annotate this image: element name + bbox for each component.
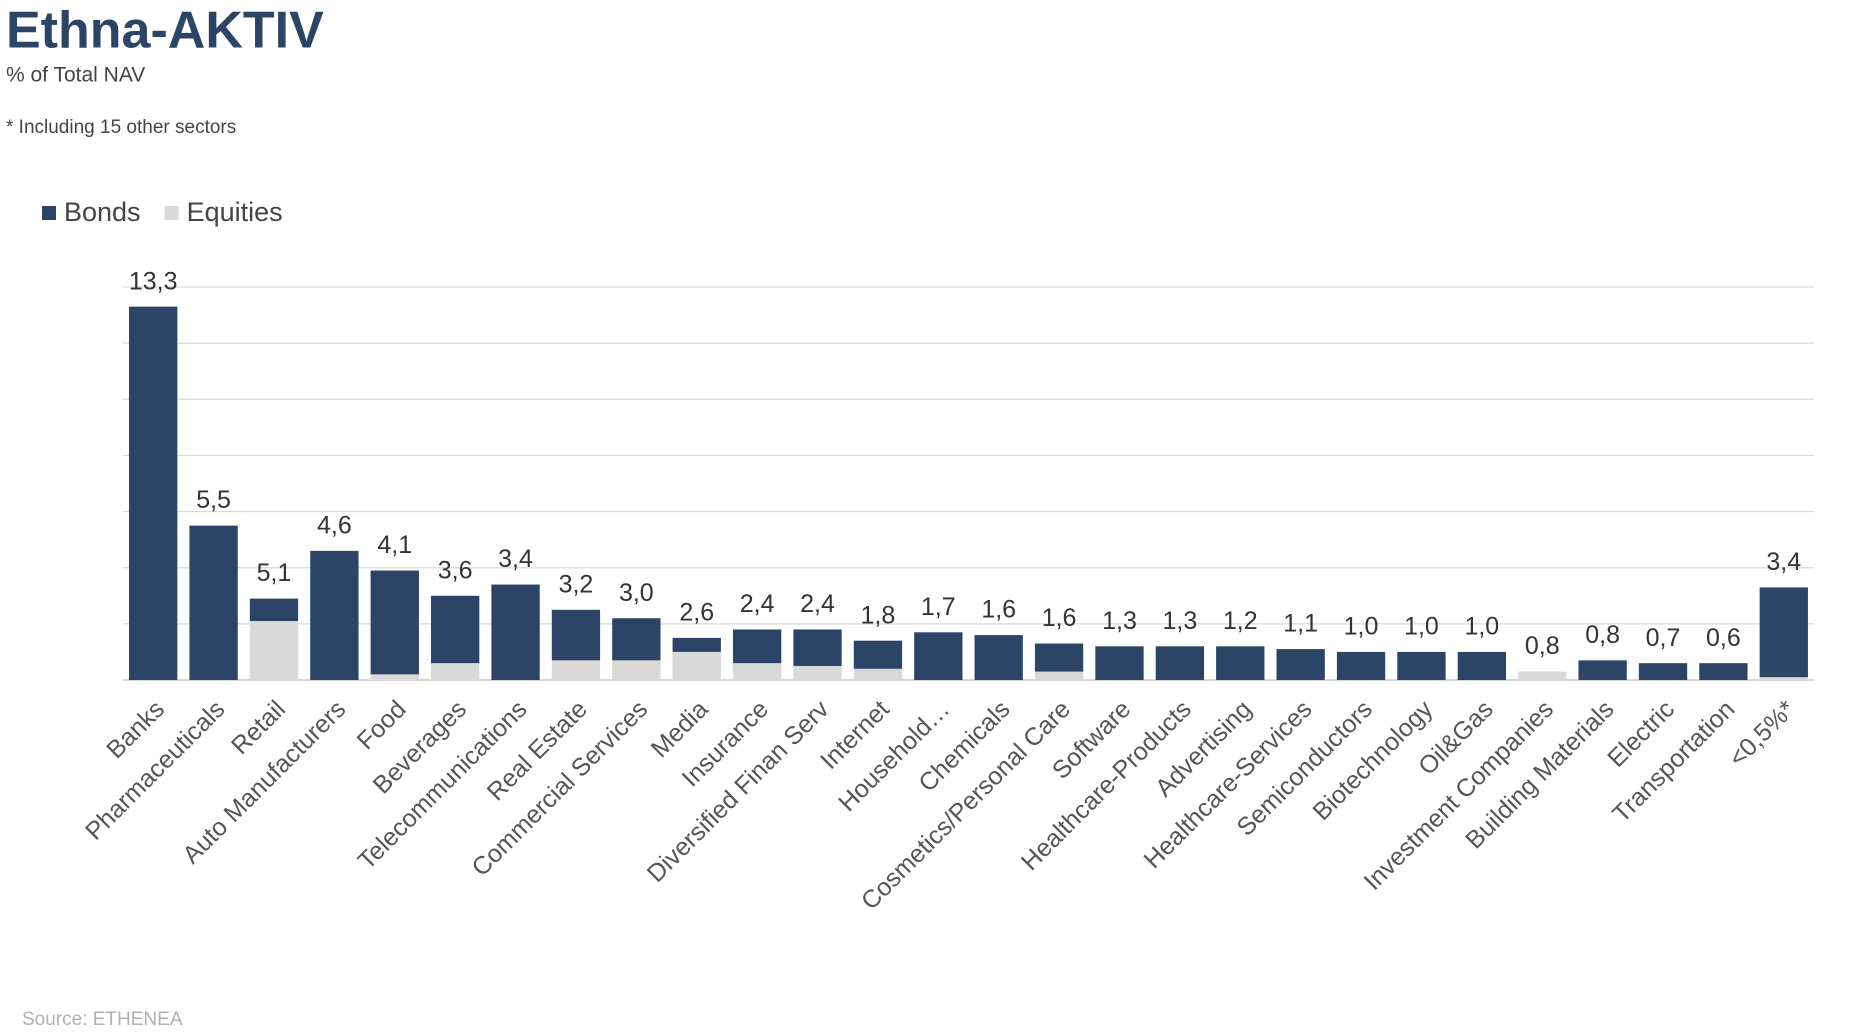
bar-segment xyxy=(1034,643,1084,672)
data-label: 2,4 xyxy=(740,590,775,618)
bar-segment xyxy=(914,632,963,680)
data-label: 3,0 xyxy=(619,579,654,607)
bar-segment xyxy=(1397,651,1446,680)
bar-segment xyxy=(853,668,903,680)
bar-segment xyxy=(1518,671,1567,680)
legend-label: Equities xyxy=(187,197,283,227)
bar-segment xyxy=(1034,671,1084,680)
data-label: 0,7 xyxy=(1646,624,1681,652)
bar-segment xyxy=(370,674,419,680)
data-label: 1,0 xyxy=(1404,613,1439,641)
bar-segment xyxy=(249,621,299,680)
data-label: 2,4 xyxy=(800,590,835,618)
bar-segment xyxy=(1276,649,1325,680)
bar-segment xyxy=(491,584,540,680)
bar-segment xyxy=(672,637,721,652)
bar-segment xyxy=(1155,646,1205,680)
data-label: 4,6 xyxy=(317,511,352,539)
data-label: 1,3 xyxy=(1102,607,1137,635)
data-label: 3,4 xyxy=(498,545,533,573)
bar-segment xyxy=(1578,660,1627,680)
chart-subtitle: % of Total NAV xyxy=(6,64,145,87)
bar-segment xyxy=(1759,677,1808,680)
data-label: 3,4 xyxy=(1766,548,1801,576)
data-label: 1,2 xyxy=(1223,607,1258,635)
data-label: 1,7 xyxy=(921,593,956,621)
bar-segment xyxy=(1759,587,1808,678)
data-label: 1,3 xyxy=(1162,607,1197,635)
bar-segment xyxy=(310,550,359,680)
data-label: 4,1 xyxy=(377,531,412,559)
bar-segment xyxy=(853,640,903,669)
data-label: 0,8 xyxy=(1585,621,1620,649)
data-label: 5,1 xyxy=(257,559,292,587)
data-label: 3,2 xyxy=(559,570,594,598)
data-label: 3,6 xyxy=(438,556,473,584)
data-label: 0,6 xyxy=(1706,624,1741,652)
bar-segment xyxy=(793,629,842,666)
bar-segment xyxy=(1336,651,1386,680)
bar-segment xyxy=(431,663,480,680)
data-label: 13,3 xyxy=(129,267,178,295)
bar-segment xyxy=(1638,663,1688,680)
bar-segment xyxy=(1699,663,1748,680)
data-label: 1,8 xyxy=(861,601,896,629)
bar-segment xyxy=(189,525,238,680)
bar-segment xyxy=(612,660,661,680)
data-label: 5,5 xyxy=(196,486,231,514)
chart-title: Ethna-AKTIV xyxy=(6,2,324,60)
x-tick-label: <0,5%* xyxy=(1723,695,1800,772)
bar-segment xyxy=(249,598,299,622)
chart-note: * Including 15 other sectors xyxy=(6,117,236,138)
data-label: 1,6 xyxy=(1042,604,1077,632)
data-label: 1,0 xyxy=(1344,613,1379,641)
bar-segment xyxy=(974,635,1023,680)
bar-segment xyxy=(1216,646,1265,680)
legend-swatch xyxy=(164,206,179,220)
chart-source: Source: ETHENEA xyxy=(22,1009,183,1030)
bar-segment xyxy=(431,595,480,664)
legend-swatch xyxy=(42,206,56,220)
bar-segment xyxy=(129,306,178,680)
bar-segment xyxy=(1457,651,1506,680)
data-label: 0,8 xyxy=(1525,632,1560,660)
bar-segment xyxy=(1095,646,1144,680)
bar-segment xyxy=(732,663,782,680)
legend-label: Bonds xyxy=(64,197,141,227)
bar-segment xyxy=(732,629,782,664)
bar-segment xyxy=(551,660,601,680)
data-label: 1,0 xyxy=(1464,613,1499,641)
data-label: 1,6 xyxy=(981,596,1016,624)
bar-segment xyxy=(672,651,721,680)
bar-segment xyxy=(551,609,601,661)
bar-segment xyxy=(370,570,419,675)
bar-segment xyxy=(793,665,842,680)
bar-segment xyxy=(612,618,661,661)
data-label: 2,6 xyxy=(679,599,714,627)
data-label: 1,1 xyxy=(1283,610,1318,638)
